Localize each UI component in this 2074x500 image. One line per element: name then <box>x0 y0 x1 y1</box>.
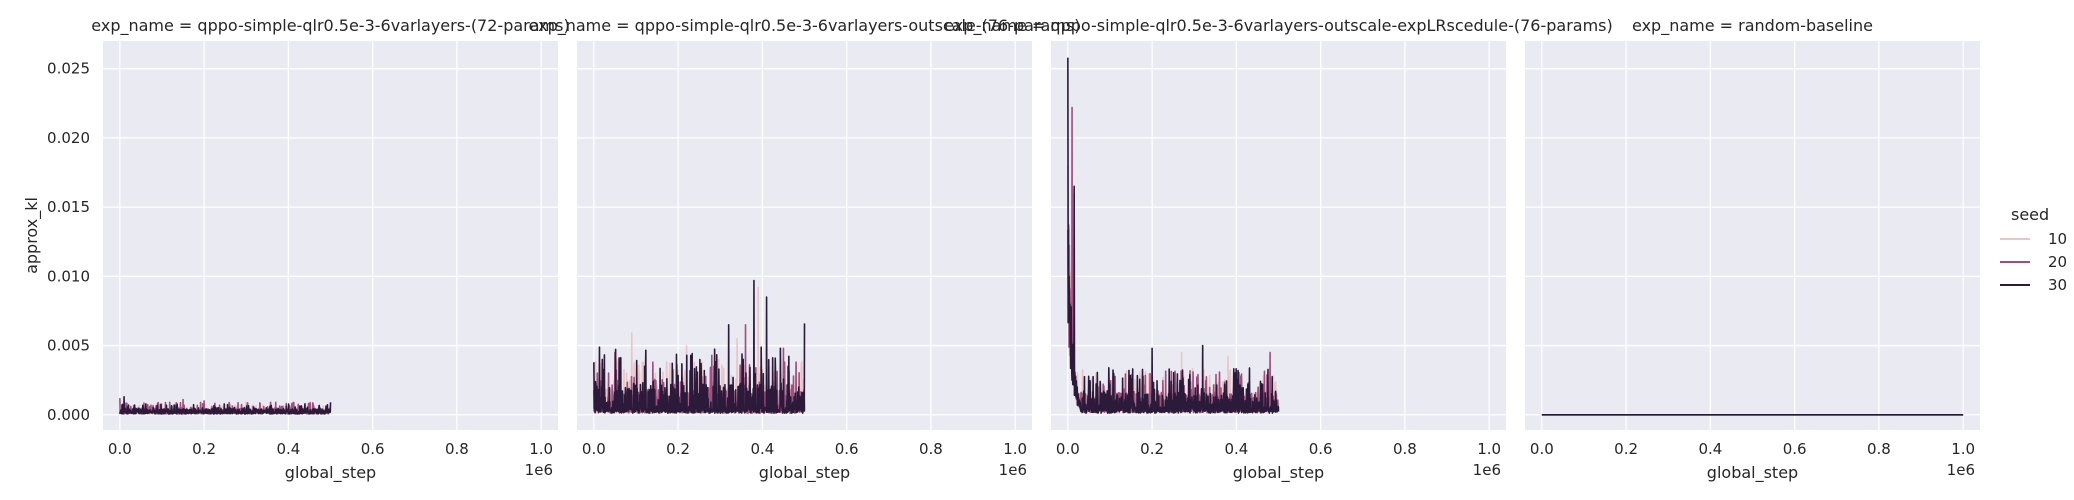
x-axis-label: global_step <box>1707 463 1798 483</box>
series-group <box>1067 57 1280 414</box>
plot-area <box>1051 41 1506 430</box>
legend-label: 30 <box>2048 276 2067 294</box>
panel-4: 0.0 0.2 0.4 0.6 0.8 1.0 1e6 global_step exp_name… <box>1525 16 1980 483</box>
x-tick-label: 0.8 <box>919 440 943 458</box>
series-line-seed-30 <box>593 279 806 414</box>
legend-items: 10 20 30 <box>2000 230 2067 294</box>
chart-panels: 0.0 0.2 0.4 0.6 0.8 1.0 0.000 0.005 0.010 0.015 0.… <box>22 16 1980 483</box>
legend-title: seed <box>2011 205 2049 224</box>
legend-item-seed-20: 20 <box>2000 253 2067 271</box>
series-group <box>119 395 332 415</box>
legend-item-seed-30: 30 <box>2000 276 2067 294</box>
gridlines <box>103 41 558 430</box>
x-offset-label: 1e6 <box>1473 461 1501 479</box>
y-tick-label: 0.010 <box>47 267 90 285</box>
x-offset-label: 1e6 <box>525 461 553 479</box>
x-tick-label: 1.0 <box>529 440 553 458</box>
x-tick-label: 0.8 <box>445 440 469 458</box>
x-tick-label: 0.6 <box>1783 440 1807 458</box>
panel-2: 0.0 0.2 0.4 0.6 0.8 1.0 1e6 global_step exp_name… <box>529 16 1081 483</box>
x-tick-label: 0.2 <box>666 440 690 458</box>
x-tick-label: 0.6 <box>1309 440 1333 458</box>
series-group <box>593 279 806 414</box>
x-tick-label: 1.0 <box>1003 440 1027 458</box>
series-line-seed-30 <box>119 395 332 415</box>
x-tick-label: 0.6 <box>835 440 859 458</box>
x-tick-label: 0.8 <box>1393 440 1417 458</box>
x-tick-label: 0.2 <box>1614 440 1638 458</box>
y-axis-label: approx_kl <box>22 197 42 274</box>
panel-1: 0.0 0.2 0.4 0.6 0.8 1.0 0.000 0.005 0.010 0.015 0.… <box>22 16 570 483</box>
panel-title: exp_name = qppo-simple-qlr0.5e-3-6varlay… <box>944 16 1612 36</box>
x-tick-label: 0.4 <box>276 440 300 458</box>
x-tick-label: 0.0 <box>1056 440 1080 458</box>
x-offset-label: 1e6 <box>1947 461 1975 479</box>
panel-3: 0.0 0.2 0.4 0.6 0.8 1.0 1e6 global_step exp_name… <box>944 16 1612 483</box>
x-offset-label: 1e6 <box>999 461 1027 479</box>
y-tick-label: 0.000 <box>47 406 90 424</box>
x-tick-label: 0.0 <box>1530 440 1554 458</box>
y-tick-label: 0.025 <box>47 60 90 78</box>
legend-label: 10 <box>2048 230 2067 248</box>
x-tick-label: 0.2 <box>1140 440 1164 458</box>
gridlines <box>577 41 1032 430</box>
x-tick-label: 0.0 <box>582 440 606 458</box>
x-tick-label: 0.8 <box>1867 440 1891 458</box>
legend-item-seed-10: 10 <box>2000 230 2067 248</box>
plot-area <box>1525 41 1980 430</box>
y-tick-label: 0.015 <box>47 198 90 216</box>
x-axis-label: global_step <box>285 463 376 483</box>
panel-title: exp_name = random-baseline <box>1632 16 1873 36</box>
series-line-seed-30 <box>1067 57 1280 414</box>
x-tick-label: 0.4 <box>750 440 774 458</box>
x-tick-label: 0.6 <box>361 440 385 458</box>
x-tick-label: 0.4 <box>1698 440 1722 458</box>
x-axis-label: global_step <box>1233 463 1324 483</box>
x-tick-label: 0.2 <box>192 440 216 458</box>
y-tick-label: 0.020 <box>47 129 90 147</box>
x-axis-label: global_step <box>759 463 850 483</box>
x-tick-label: 0.0 <box>108 440 132 458</box>
legend-label: 20 <box>2048 253 2067 271</box>
legend: seed 10 20 30 <box>2000 205 2067 294</box>
panel-title: exp_name = qppo-simple-qlr0.5e-3-6varlay… <box>529 16 1081 36</box>
x-tick-label: 1.0 <box>1477 440 1501 458</box>
x-tick-label: 0.4 <box>1224 440 1248 458</box>
x-tick-label: 1.0 <box>1951 440 1975 458</box>
y-tick-label: 0.005 <box>47 337 90 355</box>
plot-area <box>103 41 558 430</box>
panel-title: exp_name = qppo-simple-qlr0.5e-3-6varlay… <box>91 16 569 36</box>
